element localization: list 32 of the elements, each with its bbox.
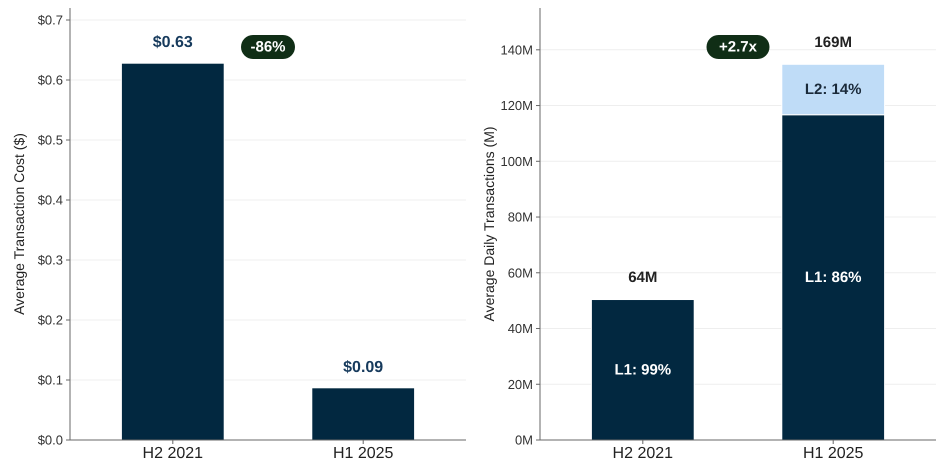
- y-tick-label: 20M: [508, 376, 533, 392]
- y-tick-label: 0M: [514, 432, 533, 448]
- annotation: L1: 86%: [804, 268, 862, 286]
- annotation: 64M: [628, 269, 658, 286]
- annotation: -86%: [250, 38, 286, 56]
- data-label: $0.09: [343, 358, 384, 376]
- x-tick-label: H2 2021: [142, 445, 204, 460]
- annotation: L2: 14%: [804, 81, 862, 98]
- y-tick-label: $0.7: [38, 12, 63, 28]
- annotation: 169M: [814, 34, 852, 51]
- data-label: $0.63: [152, 34, 193, 52]
- y-tick-label: $0.4: [38, 192, 63, 208]
- y-axis-title: Average Daily Transactions (M): [481, 126, 497, 322]
- y-tick-label: 140M: [500, 42, 533, 58]
- y-tick-label: 40M: [508, 321, 533, 336]
- x-tick-label: H2 2021: [612, 445, 674, 460]
- y-tick-label: $0.5: [38, 132, 63, 148]
- annotation: L1: 99%: [614, 361, 672, 378]
- y-tick-label: $0.1: [38, 372, 63, 388]
- annotation: +2.7x: [719, 38, 758, 56]
- y-tick-label: 60M: [508, 265, 533, 280]
- y-tick-label: $0.0: [38, 432, 63, 448]
- y-tick-label: $0.3: [38, 252, 63, 268]
- y-tick-label: $0.2: [38, 312, 63, 328]
- y-tick-label: 100M: [500, 154, 533, 169]
- y-tick-label: 120M: [500, 98, 533, 114]
- y-tick-label: 80M: [508, 210, 533, 225]
- x-tick-label: H1 2025: [802, 445, 864, 460]
- y-tick-label: $0.6: [38, 72, 63, 88]
- x-tick-label: H1 2025: [332, 445, 394, 460]
- y-axis-title: Average Transaction Cost ($): [11, 133, 27, 315]
- bar: [590, 299, 695, 440]
